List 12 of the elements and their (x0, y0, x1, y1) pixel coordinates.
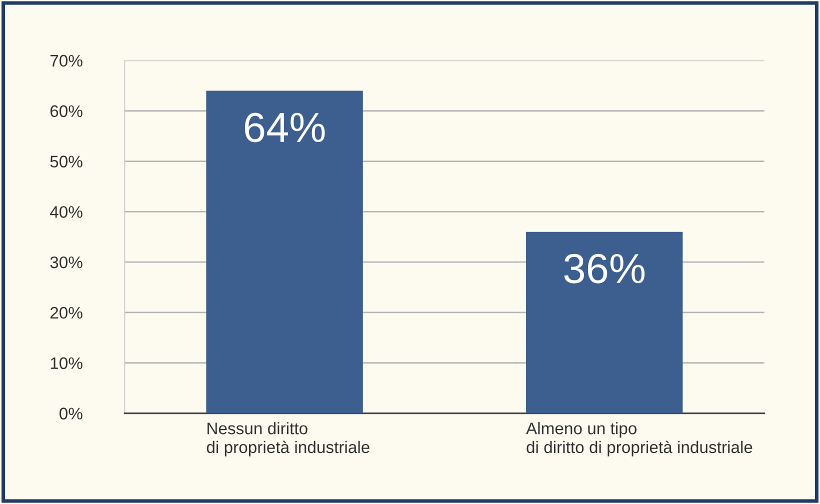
y-tick-label: 20% (50, 306, 82, 319)
y-tick-label: 50% (50, 156, 82, 168)
x-tick-label: Nessun diritto di proprietà industriale (206, 422, 370, 456)
y-tick-label: 30% (50, 256, 82, 268)
y-tick-label: 0% (60, 408, 82, 420)
data-label: 64% (244, 112, 325, 142)
y-tick-label: 70% (50, 54, 82, 67)
y-tick-label: 10% (50, 357, 82, 370)
x-tick-label: Almeno un tipo di diritto di proprietà industriale (526, 422, 752, 456)
data-label: 36% (564, 254, 645, 284)
y-tick-label: 40% (50, 206, 82, 218)
y-tick-label: 60% (50, 105, 82, 118)
